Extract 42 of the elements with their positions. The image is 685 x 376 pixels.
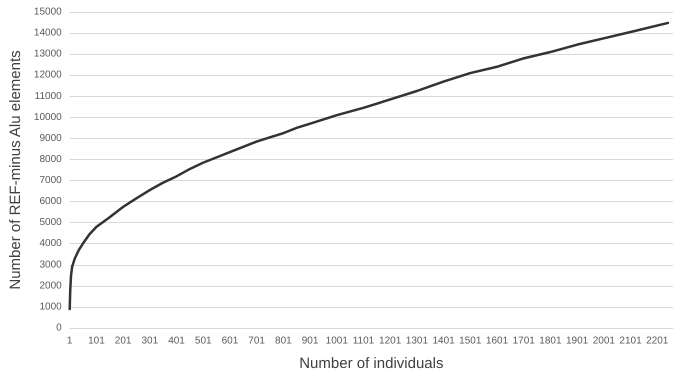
x-tick-label: 801 [275,336,292,346]
x-tick-label: 1901 [566,336,589,346]
y-tick-label: 9000 [39,132,62,144]
y-tick-label: 5000 [39,217,62,228]
y-tick-label: 6000 [39,196,62,208]
x-tick-label: 401 [168,336,186,346]
x-tick-label: 1401 [432,336,456,346]
x-tick-label: 1501 [459,336,482,346]
x-tick-label: 301 [141,336,159,346]
y-tick-label: 7000 [39,175,62,186]
y-tick-label: 11000 [34,90,62,102]
y-tick-label: 12000 [34,70,62,81]
x-tick-label: 1101 [352,336,375,346]
x-tick-label: 1 [66,336,73,346]
x-tick-label: 601 [222,336,239,346]
y-tick-label: 13000 [34,48,62,60]
y-tick-label: 2000 [39,280,62,292]
y-tick-label: 3000 [39,259,62,270]
x-tick-label: 701 [248,336,266,346]
y-tick-label: 8000 [39,154,62,165]
x-tick-label: 1601 [486,336,509,346]
x-tick-label: 1301 [406,336,428,346]
y-tick-label: 1000 [39,301,62,312]
x-tick-label: 101 [88,336,106,346]
x-tick-label: 2001 [592,336,616,346]
y-tick-label: 14000 [34,28,62,39]
y-axis-title: Number of REF-minus Alu elements [7,50,24,290]
x-tick-label: 2101 [619,336,642,346]
x-tick-label: 901 [302,336,319,346]
x-tick-label: 201 [114,336,132,346]
x-tick-label: 1001 [326,336,348,346]
y-tick-label: 10000 [34,112,62,123]
y-tick-label: 0 [56,322,62,334]
x-tick-label: 501 [194,336,212,346]
y-tick-label: 15000 [34,6,62,18]
y-tick-label: 4000 [39,238,62,250]
x-tick-label: 1801 [539,336,562,346]
x-tick-label: 2201 [646,336,669,346]
line-series [68,22,670,310]
x-axis-title: Number of individuals [299,355,444,372]
x-tick-label: 1701 [512,336,536,346]
x-tick-label: 1201 [379,336,402,346]
